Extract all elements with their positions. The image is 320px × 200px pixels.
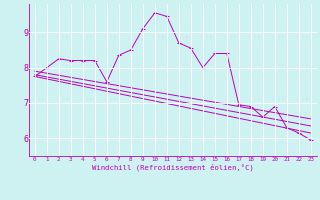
X-axis label: Windchill (Refroidissement éolien,°C): Windchill (Refroidissement éolien,°C) (92, 163, 254, 171)
